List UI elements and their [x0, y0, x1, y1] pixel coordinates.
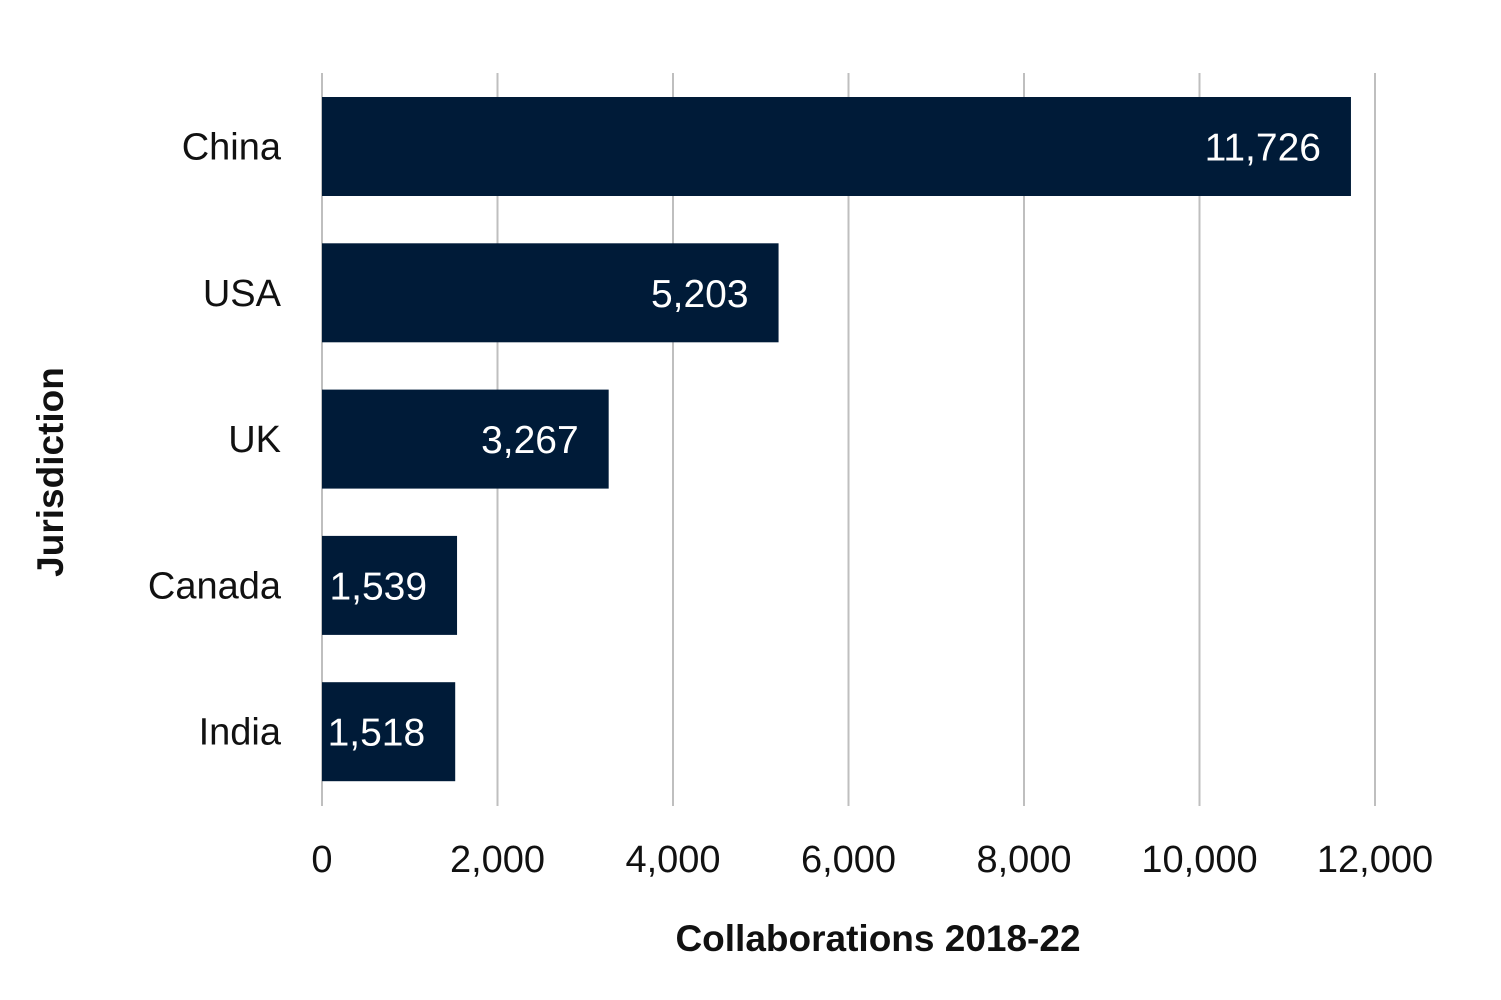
x-tick-label: 6,000	[801, 839, 896, 881]
x-tick-label: 2,000	[450, 839, 545, 881]
bar-india	[322, 682, 456, 782]
bars	[322, 97, 1351, 782]
category-label-usa: USA	[203, 273, 282, 315]
value-label-china: 11,726	[1205, 127, 1321, 170]
x-tick-labels: 0 2,000 4,000 6,000 8,000 10,000 12,000	[311, 839, 1433, 881]
category-label-canada: Canada	[148, 565, 282, 607]
bar-canada	[322, 535, 458, 635]
category-label-india: India	[199, 712, 282, 754]
bar-china	[322, 97, 1351, 196]
x-tick-label: 0	[311, 839, 332, 881]
value-labels: 11,726 5,203 3,267 1,539 1,518	[328, 127, 1321, 755]
x-tick-label: 12,000	[1317, 839, 1433, 881]
value-label-canada: 1,539	[329, 565, 427, 608]
value-label-uk: 3,267	[481, 419, 579, 462]
x-axis-title: Collaborations 2018-22	[675, 918, 1080, 959]
value-label-usa: 5,203	[651, 273, 749, 316]
y-axis-title: Jurisdiction	[30, 367, 71, 577]
category-labels: China USA UK Canada India	[148, 127, 282, 754]
value-label-india: 1,518	[328, 712, 426, 755]
x-tick-label: 10,000	[1141, 839, 1257, 881]
x-tick-label: 4,000	[625, 839, 720, 881]
bar-usa	[322, 243, 779, 343]
bar-uk	[322, 389, 609, 489]
category-label-china: China	[182, 127, 282, 169]
category-label-uk: UK	[228, 419, 281, 461]
x-tick-label: 8,000	[976, 839, 1071, 881]
